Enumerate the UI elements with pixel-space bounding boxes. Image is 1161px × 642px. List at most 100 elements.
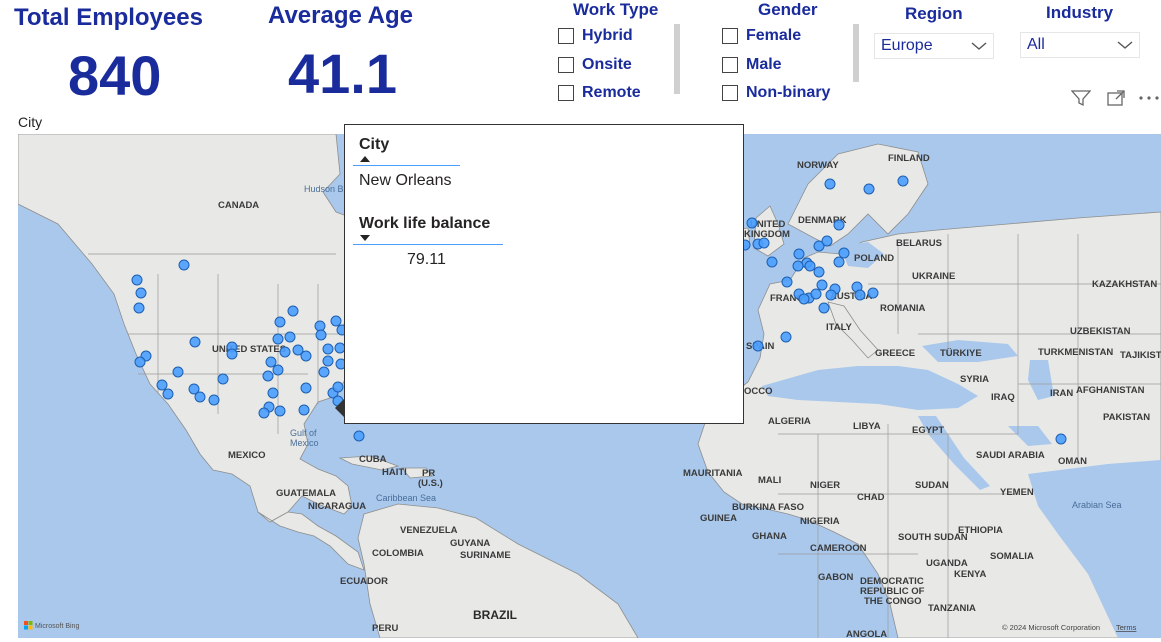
checkbox-icon[interactable]: [722, 28, 738, 44]
city-bubble[interactable]: [854, 289, 866, 301]
checkbox-icon[interactable]: [558, 57, 574, 73]
city-bubble[interactable]: [267, 387, 279, 399]
map-label-italy: ITALY: [826, 322, 853, 333]
map-label-kazakhstan: KAZAKHSTAN: [1092, 279, 1157, 290]
work-type-option-onsite[interactable]: Onsite: [558, 56, 632, 74]
city-bubble[interactable]: [156, 379, 168, 391]
city-bubble[interactable]: [314, 320, 326, 332]
city-bubble[interactable]: [867, 287, 879, 299]
city-bubble[interactable]: [332, 381, 344, 393]
tooltip-city-value: New Orleans: [359, 172, 452, 189]
city-bubble[interactable]: [208, 394, 220, 406]
focus-mode-icon[interactable]: [1106, 89, 1126, 107]
city-bubble[interactable]: [226, 348, 238, 360]
gender-scrollbar[interactable]: [853, 24, 859, 82]
city-bubble[interactable]: [188, 383, 200, 395]
city-bubble[interactable]: [781, 276, 793, 288]
city-bubble[interactable]: [322, 343, 334, 355]
city-bubble[interactable]: [279, 346, 291, 358]
city-bubble[interactable]: [287, 305, 299, 317]
sort-ascending-icon[interactable]: [359, 155, 371, 163]
city-bubble[interactable]: [330, 315, 342, 327]
gender-option-female[interactable]: Female: [722, 27, 801, 45]
region-slicer-title: Region: [905, 4, 963, 23]
city-bubble[interactable]: [315, 329, 327, 341]
city-bubble[interactable]: [134, 356, 146, 368]
city-bubble[interactable]: [131, 274, 143, 286]
city-bubble[interactable]: [274, 405, 286, 417]
checkbox-icon[interactable]: [558, 85, 574, 101]
map-label-hudson-bay: Hudson B: [304, 184, 344, 194]
city-bubble[interactable]: [217, 373, 229, 385]
city-bubble[interactable]: [178, 259, 190, 271]
region-dropdown[interactable]: Europe: [874, 33, 994, 59]
city-bubble[interactable]: [162, 388, 174, 400]
gender-option-non-binary[interactable]: Non-binary: [722, 84, 830, 102]
checkbox-icon[interactable]: [722, 57, 738, 73]
city-bubble[interactable]: [824, 178, 836, 190]
city-bubble[interactable]: [752, 340, 764, 352]
work-type-option-hybrid[interactable]: Hybrid: [558, 27, 633, 45]
map-label-south-sudan: SOUTH SUDAN: [898, 532, 968, 543]
city-bubble[interactable]: [262, 370, 274, 382]
filter-icon[interactable]: [1071, 89, 1091, 107]
map-label-canada: CANADA: [218, 200, 259, 211]
checkbox-icon[interactable]: [558, 28, 574, 44]
city-bubble[interactable]: [758, 237, 770, 249]
sort-descending-icon[interactable]: [359, 234, 371, 242]
city-bubble[interactable]: [813, 240, 825, 252]
city-bubble[interactable]: [810, 288, 822, 300]
city-bubble[interactable]: [194, 391, 206, 403]
city-bubble[interactable]: [818, 302, 830, 314]
work-type-scrollbar[interactable]: [674, 24, 680, 94]
checkbox-icon[interactable]: [722, 85, 738, 101]
city-bubble[interactable]: [135, 287, 147, 299]
city-bubble[interactable]: [272, 364, 284, 376]
city-bubble[interactable]: [292, 344, 304, 356]
more-options-icon[interactable]: [1138, 94, 1160, 102]
city-bubble[interactable]: [780, 331, 792, 343]
city-bubble[interactable]: [322, 355, 334, 367]
city-bubble[interactable]: [792, 260, 804, 272]
city-bubble[interactable]: [798, 293, 810, 305]
city-bubble[interactable]: [804, 260, 816, 272]
city-bubble[interactable]: [838, 247, 850, 259]
gender-option-male[interactable]: Male: [722, 56, 782, 74]
map-label-united-states: UNITED STATES: [212, 344, 286, 355]
total-employees-label: Total Employees: [14, 4, 203, 31]
city-bubble[interactable]: [816, 279, 828, 291]
city-bubble[interactable]: [833, 219, 845, 231]
city-bubble[interactable]: [766, 256, 778, 268]
city-bubble[interactable]: [172, 366, 184, 378]
city-bubble[interactable]: [821, 235, 833, 247]
city-bubble[interactable]: [133, 302, 145, 314]
map-label-libya: LIBYA: [853, 421, 881, 432]
city-bubble[interactable]: [272, 333, 284, 345]
city-bubble[interactable]: [793, 248, 805, 260]
city-bubble[interactable]: [258, 407, 270, 419]
work-type-option-remote[interactable]: Remote: [558, 84, 641, 102]
map-label-chad: CHAD: [857, 492, 885, 503]
city-bubble[interactable]: [284, 331, 296, 343]
city-bubble[interactable]: [298, 404, 310, 416]
city-bubble[interactable]: [813, 266, 825, 278]
city-bubble[interactable]: [265, 356, 277, 368]
map-terms-link[interactable]: Terms: [1116, 623, 1137, 632]
city-bubble[interactable]: [318, 366, 330, 378]
city-bubble[interactable]: [825, 289, 837, 301]
city-bubble[interactable]: [274, 316, 286, 328]
option-label: Hybrid: [582, 27, 633, 44]
city-bubble[interactable]: [897, 175, 909, 187]
map-label-haiti: HAITI: [382, 467, 407, 478]
city-bubble[interactable]: [353, 430, 365, 442]
city-bubble[interactable]: [863, 183, 875, 195]
map-visual[interactable]: CANADA UNITED STATES MEXICO CUBA HAITI P…: [18, 134, 1161, 638]
city-bubble[interactable]: [1055, 433, 1067, 445]
city-bubble[interactable]: [833, 256, 845, 268]
industry-dropdown[interactable]: All: [1020, 32, 1140, 58]
city-bubble[interactable]: [300, 350, 312, 362]
city-bubble[interactable]: [300, 382, 312, 394]
city-bubble[interactable]: [189, 336, 201, 348]
map-canvas[interactable]: CANADA UNITED STATES MEXICO CUBA HAITI P…: [18, 134, 1161, 638]
city-bubble[interactable]: [746, 217, 758, 229]
